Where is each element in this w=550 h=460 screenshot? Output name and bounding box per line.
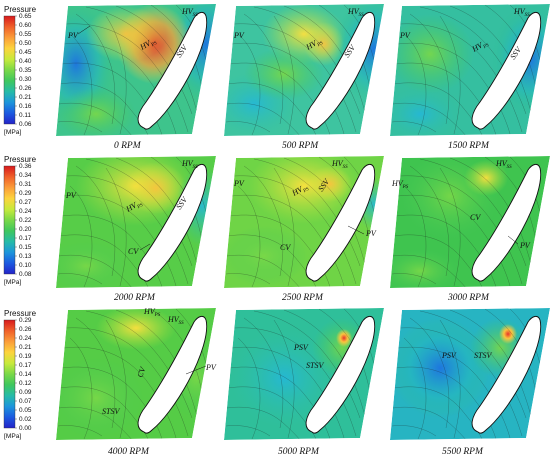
colorbar-tick-label: 0.21 [19, 94, 32, 101]
vortex-label: PV [399, 31, 411, 40]
panel-caption: 2500 RPM [282, 293, 324, 303]
colorbar-tick-label: 0.31 [19, 181, 32, 188]
vortex-label: CV [135, 365, 147, 379]
vortex-label: HVSS [495, 159, 512, 170]
vortex-label: CV [128, 247, 139, 256]
colorbar [3, 165, 16, 275]
colorbar-tick-label: 0.26 [19, 85, 32, 92]
panel-caption: 3000 RPM [447, 293, 490, 303]
colorbar-tick-label: 0.17 [19, 362, 32, 369]
colorbar-tick-label: 0.50 [19, 40, 32, 47]
vortex-label: PV [233, 179, 245, 188]
contour-panel-2500-rpm: PV HVPS HVSS SSV CV PV [224, 156, 384, 288]
legend-row-1: Pressure 0.65 0.60 0.55 0.50 0.45 0.40 0.35 0.3… [3, 5, 37, 136]
colorbar-tick-label: 0.06 [19, 121, 32, 128]
colorbar-tick-label: 0.34 [19, 172, 32, 179]
panel-caption: 1500 RPM [448, 141, 490, 151]
vortex-label: HVPS [143, 307, 161, 318]
vortex-label: PV [365, 229, 377, 238]
contour-panel-4000-rpm: HVPS HVSS CV PV STSV [56, 307, 217, 440]
legend-unit: [MPa] [4, 433, 21, 440]
vortex-label: HVSS [347, 7, 364, 18]
contour-panel-5000-rpm: PSV STSV [224, 308, 384, 440]
contour-panel-1500-rpm: PV HVPS HVSS SSV [390, 4, 550, 136]
colorbar-tick-label: 0.65 [19, 13, 32, 20]
colorbar-tick-label: 0.10 [19, 262, 32, 269]
panel-caption: 2000 RPM [114, 293, 156, 303]
colorbar-tick-label: 0.27 [19, 199, 32, 206]
colorbar-tick-label: 0.24 [19, 208, 32, 215]
colorbar-tick-label: 0.11 [19, 112, 31, 119]
legend-row-3: Pressure 0.29 0.26 0.24 0.21 0.19 0.17 0.14 0.1… [3, 309, 37, 440]
vortex-label: HVSS [513, 7, 530, 18]
colorbar-tick-label: 0.20 [19, 226, 32, 233]
colorbar-tick-label: 0.24 [19, 335, 32, 342]
vortex-label: STSV [102, 407, 120, 416]
colorbar-tick-label: 0.17 [19, 235, 32, 242]
colorbar-tick-label: 0.26 [19, 326, 32, 333]
colorbar-tick-label: 0.15 [19, 244, 32, 251]
vortex-label: PV [519, 241, 531, 250]
contour-panel-2000-rpm: PV HVPS HVSS SSV CV [56, 156, 216, 288]
colorbar [3, 319, 16, 429]
vortex-label: CV [470, 213, 481, 222]
colorbar-tick-label: 0.40 [19, 58, 32, 65]
vortex-label: PV [67, 31, 79, 40]
vortex-label: PSV [293, 343, 309, 352]
panel-caption: 0 RPM [114, 141, 142, 151]
vortex-label: STSV [474, 351, 492, 360]
colorbar-tick-label: 0.00 [19, 425, 32, 432]
vortex-label: HVSS [167, 315, 184, 326]
vortex-label: PV [65, 191, 77, 200]
colorbar-tick-label: 0.14 [19, 371, 32, 378]
legend-title: Pressure [4, 309, 37, 318]
legend-row-2: Pressure 0.36 0.34 0.31 0.29 0.27 0.24 0.22 0.2… [3, 155, 37, 286]
legend-title: Pressure [4, 5, 37, 14]
contour-panel-500-rpm: PV HVPS HVSS SSV [224, 4, 384, 136]
colorbar-tick-label: 0.21 [19, 344, 32, 351]
vortex-label: PSV [441, 351, 457, 360]
colorbar-tick-label: 0.12 [19, 380, 32, 387]
legend-unit: [MPa] [4, 129, 21, 136]
colorbar-tick-label: 0.45 [19, 49, 32, 56]
panel-caption: 5500 RPM [442, 447, 484, 457]
panel-caption: 4000 RPM [108, 447, 150, 457]
contour-panel-5500-rpm: PSV STSV [390, 308, 550, 440]
colorbar [3, 15, 16, 125]
colorbar-tick-label: 0.08 [19, 271, 32, 278]
vortex-label: HVPS [391, 179, 409, 190]
legend-title: Pressure [4, 155, 37, 164]
colorbar-tick-label: 0.13 [19, 253, 32, 260]
vortex-label: HVSS [181, 159, 198, 170]
vortex-label: CV [280, 243, 291, 252]
colorbar-tick-label: 0.22 [19, 217, 32, 224]
vortex-label: HVSS [331, 159, 348, 170]
contour-panel-0-rpm: PV HVPS HVSS SSV [56, 4, 216, 136]
colorbar-tick-label: 0.29 [19, 317, 32, 324]
colorbar-tick-label: 0.30 [19, 76, 32, 83]
colorbar-tick-label: 0.29 [19, 190, 32, 197]
vortex-label: HVSS [181, 7, 198, 18]
colorbar-tick-label: 0.35 [19, 67, 32, 74]
vortex-label: STSV [306, 361, 324, 370]
colorbar-tick-label: 0.16 [19, 103, 32, 110]
panel-caption: 500 RPM [282, 141, 319, 151]
vortex-label: PV [205, 363, 217, 372]
contour-panel-3000-rpm: HVPS HVSS CV PV [390, 156, 550, 288]
colorbar-tick-label: 0.09 [19, 389, 32, 396]
colorbar-tick-label: 0.55 [19, 31, 32, 38]
colorbar-tick-label: 0.19 [19, 353, 32, 360]
panel-caption: 5000 RPM [278, 447, 320, 457]
colorbar-tick-label: 0.36 [19, 163, 32, 170]
colorbar-tick-label: 0.05 [19, 407, 32, 414]
colorbar-tick-label: 0.07 [19, 398, 32, 405]
colorbar-tick-label: 0.60 [19, 22, 32, 29]
colorbar-tick-label: 0.02 [19, 416, 32, 423]
vortex-label: PV [233, 31, 245, 40]
legend-unit: [MPa] [4, 279, 21, 286]
